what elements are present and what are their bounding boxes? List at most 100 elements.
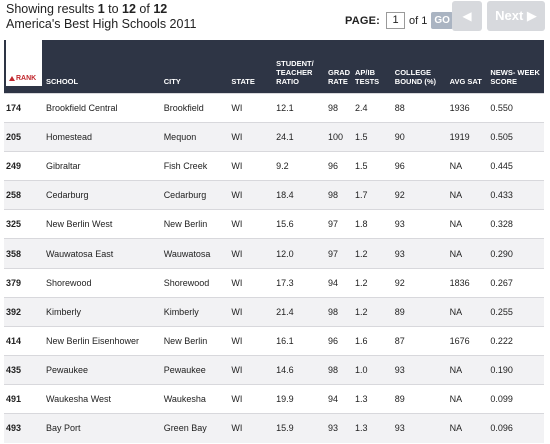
cell-grad: 100 [326,122,353,152]
schools-table: RANK SCHOOL CITY STATE STUDENT/ TEACHER RAT… [4,40,544,443]
cell-city: New Berlin [161,209,230,239]
go-button[interactable]: GO [431,12,453,29]
table-row[interactable]: 249 Gibraltar Fish Creek WI 9.2 96 1.5 96 NA 0.44… [4,151,544,181]
previous-button[interactable]: ◀ [452,1,482,31]
cell-rank: 174 [4,92,44,123]
cell-state: WI [229,180,275,210]
cell-score: 0.290 [488,238,544,269]
cell-rank: 435 [4,354,44,385]
cell-ap: 1.7 [352,180,393,210]
cell-state: WI [229,267,275,298]
cell-school[interactable]: Homestead [44,122,162,152]
cell-college: 93 [392,238,448,269]
cell-city: Pewaukee [161,354,230,385]
cell-grad: 98 [326,354,353,385]
cell-ratio: 24.1 [274,122,326,152]
cell-ap: 1.8 [352,209,393,239]
cell-school[interactable]: Pewaukee [44,354,162,385]
cell-city: Kimberly [161,296,230,327]
cell-ap: 1.3 [352,413,393,443]
page-of-text: of 1 [409,14,428,27]
cell-rank: 414 [4,325,44,356]
cell-school[interactable]: New Berlin West [44,209,162,239]
cell-ratio: 16.1 [274,325,326,356]
cell-grad: 98 [326,180,353,210]
cell-school[interactable]: New Berlin Eisenhower [44,325,162,356]
cell-grad: 97 [326,238,353,269]
cell-sat: NA [447,180,489,210]
cell-score: 0.328 [488,209,544,239]
cell-college: 92 [392,267,448,298]
column-header-city[interactable]: CITY [163,77,181,86]
table-row[interactable]: 205 Homestead Mequon WI 24.1 100 1.5 90 1919 0.50… [4,122,544,152]
results-header: Showing results 1 to 12 of 12 America's … [6,2,196,32]
cell-ratio: 9.2 [274,151,326,181]
cell-ratio: 15.6 [274,209,326,239]
cell-ratio: 12.0 [274,238,326,269]
cell-score: 0.550 [488,92,544,123]
cell-ratio: 14.6 [274,354,326,385]
cell-school[interactable]: Wauwatosa East [44,238,162,269]
column-header-state[interactable]: STATE [231,77,255,86]
cell-ap: 1.2 [352,238,393,269]
column-header-score[interactable]: NEWS- WEEK SCORE [490,68,540,86]
cell-sat: 1919 [447,122,489,152]
cell-state: WI [229,296,275,327]
cell-state: WI [229,209,275,239]
list-title: America's Best High Schools 2011 [6,17,197,31]
table-row[interactable]: 414 New Berlin Eisenhower New Berlin WI 16.1… [4,325,544,356]
cell-school[interactable]: Gibraltar [44,151,162,181]
results-from: 1 [97,2,105,16]
table-row[interactable]: 392 Kimberly Kimberly WI 21.4 98 1.2 89 NA 0.255 [4,296,544,327]
column-header-sat[interactable]: AVG SAT [449,77,482,86]
cell-city: Waukesha [161,383,230,414]
cell-state: WI [229,151,275,181]
cell-school[interactable]: Waukesha West [44,383,162,414]
cell-state: WI [229,238,275,269]
cell-score: 0.096 [488,413,544,443]
next-button[interactable]: Next ▶ [487,1,545,31]
column-header-grad[interactable]: GRAD RATE [328,68,351,86]
cell-sat: 1936 [447,92,489,123]
cell-sat: NA [447,151,489,181]
cell-ratio: 15.9 [274,413,326,443]
cell-ratio: 18.4 [274,180,326,210]
column-header-ap[interactable]: AP/IB TESTS [354,68,380,86]
column-header-college[interactable]: COLLEGE BOUND (%) [394,68,437,86]
cell-college: 89 [392,383,448,414]
cell-score: 0.445 [488,151,544,181]
table-row[interactable]: 258 Cedarburg Cedarburg WI 18.4 98 1.7 92 NA 0.43… [4,180,544,210]
cell-rank: 493 [4,413,44,443]
table-row[interactable]: 435 Pewaukee Pewaukee WI 14.6 98 1.0 93 NA 0.190 [4,354,544,385]
table-row[interactable]: 174 Brookfield Central Brookfield WI 12.1 98 2… [4,92,544,123]
table-row[interactable]: 491 Waukesha West Waukesha WI 19.9 94 1.3 89 NA 0… [4,383,544,414]
cell-rank: 325 [4,209,44,239]
table-row[interactable]: 358 Wauwatosa East Wauwatosa WI 12.0 97 1.2 93 N… [4,238,544,269]
sort-ascending-icon [9,76,15,81]
cell-ratio: 21.4 [274,296,326,327]
cell-score: 0.433 [488,180,544,210]
cell-school[interactable]: Bay Port [44,413,162,443]
page-number-input[interactable]: 1 [386,12,406,29]
cell-sat: NA [447,383,489,414]
cell-school[interactable]: Kimberly [44,296,162,327]
cell-sat: 1676 [447,325,489,356]
rank-column-header[interactable]: RANK [4,40,44,94]
cell-score: 0.222 [488,325,544,356]
cell-city: Brookfield [161,92,230,123]
cell-city: Green Bay [161,413,230,443]
cell-school[interactable]: Shorewood [44,267,162,298]
cell-state: WI [229,122,275,152]
cell-score: 0.505 [488,122,544,152]
column-header-ratio[interactable]: STUDENT/ TEACHER RATIO [276,59,314,86]
table-row[interactable]: 379 Shorewood Shorewood WI 17.3 94 1.2 92 1836 0.… [4,267,544,298]
cell-school[interactable]: Cedarburg [44,180,162,210]
cell-sat: NA [447,413,489,443]
cell-college: 93 [392,413,448,443]
table-row[interactable]: 493 Bay Port Green Bay WI 15.9 93 1.3 93 NA 0.096 [4,413,544,443]
column-header-school[interactable]: SCHOOL [46,77,79,86]
cell-school[interactable]: Brookfield Central [44,92,162,123]
cell-state: WI [229,413,275,443]
table-row[interactable]: 325 New Berlin West New Berlin WI 15.6 97 1.8 9… [4,209,544,239]
cell-state: WI [229,354,275,385]
